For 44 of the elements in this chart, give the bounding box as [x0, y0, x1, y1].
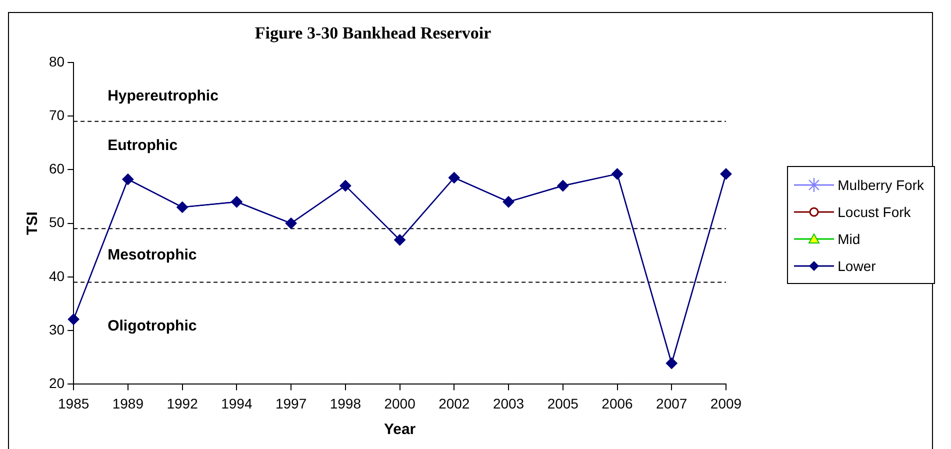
- x-tick-label: 1985: [58, 395, 90, 412]
- point: [68, 314, 80, 325]
- chart-title: Figure 3-30 Bankhead Reservoir: [254, 24, 492, 43]
- x-axis-title: Year: [384, 421, 416, 438]
- y-axis-title: TSI: [24, 212, 42, 235]
- annotation: Mesotrophic: [108, 246, 197, 264]
- x-tick-label: 2009: [710, 395, 742, 412]
- legend-label: Locust Fork: [838, 204, 911, 220]
- x-tick-label: 1992: [166, 395, 198, 412]
- x-tick-label: 2000: [384, 395, 416, 412]
- x-tick-label: 1994: [221, 395, 252, 412]
- point: [122, 174, 134, 185]
- y-tick-label: 20: [48, 375, 65, 392]
- x-tick-label: 2006: [602, 395, 634, 412]
- y-tick-label: 30: [48, 321, 65, 338]
- y-tick-label: 60: [48, 160, 65, 177]
- y-tick-label: 80: [48, 53, 65, 70]
- x-tick-label: 2003: [492, 395, 524, 412]
- point: [448, 172, 460, 184]
- point: [176, 202, 188, 213]
- point: [666, 358, 678, 369]
- point: [612, 168, 623, 180]
- x-tick-label: 1997: [275, 395, 307, 412]
- point: [231, 196, 242, 208]
- y-tick-label: 40: [48, 268, 65, 284]
- y-tick-label: 50: [48, 214, 65, 230]
- point: [285, 218, 297, 229]
- annotation: Eutrophic: [108, 137, 178, 154]
- x-tick-label: 2007: [656, 395, 688, 412]
- legend-label: Lower: [838, 258, 876, 274]
- x-tick-label: 1998: [330, 395, 362, 412]
- x-tick-label: 1989: [112, 395, 144, 412]
- point: [394, 234, 406, 246]
- point: [557, 180, 568, 192]
- annotation: Hypereutrophic: [108, 87, 218, 104]
- x-tick-label: 2005: [547, 395, 579, 412]
- point: [502, 196, 514, 208]
- legend-label: Mid: [838, 230, 860, 246]
- legend-label: Mulberry Fork: [838, 176, 924, 192]
- x-tick-label: 2002: [438, 395, 470, 412]
- point: [720, 168, 732, 180]
- y-tick-label: 70: [48, 106, 65, 123]
- annotation: Oligotrophic: [108, 317, 197, 334]
- point: [340, 180, 352, 192]
